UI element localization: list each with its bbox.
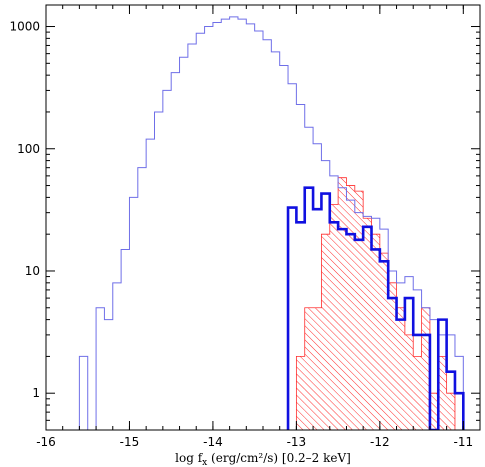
hatched-bar-11 — [379, 253, 389, 430]
hatched-bar-14 — [404, 334, 414, 430]
hatched-bar-17 — [429, 393, 439, 430]
x-axis-label: log fx (erg/cm²/s) [0.2–2 keV] — [175, 451, 351, 467]
y-tick-label: 100 — [17, 142, 40, 156]
series-step-thin — [78, 16, 464, 430]
series-hatched — [288, 177, 456, 430]
axes-layer: -16 -15 -14 -13 -12 -11 1 10 100 1000 — [9, 5, 481, 449]
x-tick-label: -15 — [120, 435, 140, 449]
hatched-bar-15 — [413, 356, 422, 430]
hatched-bar-2 — [304, 307, 314, 430]
hatched-bar-5 — [329, 204, 339, 430]
x-tick-label: -16 — [36, 435, 56, 449]
y-tick-label: 1 — [32, 386, 40, 400]
hatched-bar-8 — [354, 191, 364, 430]
histogram-layer — [78, 16, 465, 430]
x-tick-label: -11 — [454, 435, 474, 449]
hatched-bar-7 — [346, 185, 355, 430]
y-tick-label: 10 — [25, 264, 40, 278]
hatched-bar-3 — [313, 307, 322, 430]
hatched-bar-13 — [396, 307, 405, 430]
hatched-bar-10 — [371, 234, 380, 430]
hatched-bar-1 — [296, 356, 305, 430]
step-outline-step-thick — [286, 186, 465, 430]
hatched-bar-9 — [363, 218, 372, 430]
x-tick-label: -14 — [203, 435, 223, 449]
y-tick-label: 1000 — [9, 20, 40, 34]
hatched-bar-18 — [438, 356, 447, 430]
step-outline-step-thin — [78, 16, 464, 430]
hatched-bar-19 — [446, 393, 455, 430]
series-step-thick — [286, 186, 465, 430]
x-tick-label: -12 — [370, 435, 390, 449]
hatched-bar-16 — [421, 307, 430, 430]
hatched-bar-4 — [321, 234, 330, 430]
hatched-bar-6 — [338, 177, 347, 430]
x-tick-label: -13 — [287, 435, 307, 449]
hatched-bar-12 — [388, 282, 397, 430]
